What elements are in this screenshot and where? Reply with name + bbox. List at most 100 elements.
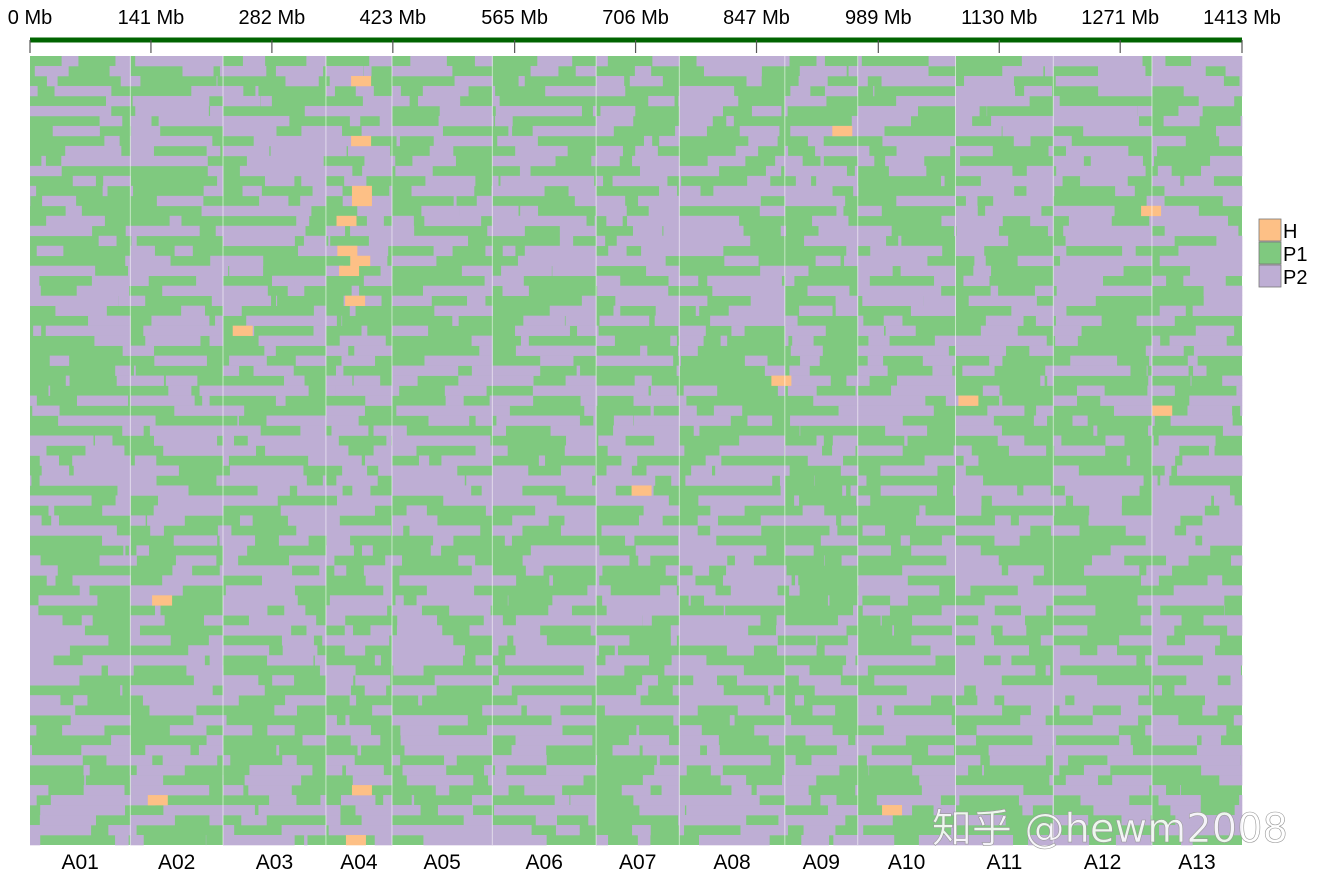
cell-P2 (790, 85, 811, 97)
cell-P2 (391, 825, 493, 836)
cell-P2 (46, 75, 58, 87)
cell-P2 (492, 365, 541, 376)
cell-P2 (222, 125, 277, 137)
cell-P2 (399, 575, 493, 586)
cell-P2 (862, 525, 886, 536)
cell-P2 (130, 635, 171, 646)
cell-P2 (815, 255, 841, 267)
cell-P2 (73, 695, 88, 706)
cell-P2 (555, 825, 580, 836)
cell-P2 (576, 365, 581, 376)
cell-P2 (469, 625, 493, 636)
cell-P2 (710, 765, 723, 776)
cell-H (771, 375, 792, 386)
cell-P2 (1020, 605, 1047, 616)
cell-P2 (1088, 515, 1153, 526)
cell-P2 (322, 635, 327, 646)
cell-P2 (328, 825, 393, 836)
cell-P2 (1145, 535, 1153, 546)
cell-P2 (955, 445, 972, 456)
cell-P2 (1185, 635, 1220, 646)
cell-P2 (795, 575, 799, 586)
cell-P2 (836, 745, 859, 756)
cell-P2 (492, 825, 532, 836)
cell-P2 (955, 625, 992, 636)
cell-P2 (1207, 575, 1223, 586)
cell-P2 (201, 205, 224, 217)
cell-P2 (222, 755, 231, 766)
cell-P2 (1146, 195, 1153, 207)
cell-P2 (955, 605, 995, 616)
cell-P2 (270, 145, 327, 157)
cell-P2 (976, 725, 1054, 736)
cell-P2 (597, 285, 669, 296)
cell-P2 (46, 215, 105, 227)
cell-P2 (481, 485, 493, 496)
cell-P2 (1151, 655, 1158, 666)
cell-P2 (654, 765, 680, 776)
cell-P2 (83, 785, 125, 796)
cell-P2 (30, 185, 37, 197)
cell-P2 (1239, 795, 1243, 806)
cell-P2 (128, 545, 131, 556)
cell-P2 (606, 605, 680, 616)
cell-P2 (1178, 245, 1243, 257)
cell-P2 (379, 115, 393, 127)
cell-P2 (433, 245, 453, 257)
cell-P2 (606, 215, 623, 227)
cell-P2 (885, 155, 925, 167)
cell-P2 (858, 56, 862, 67)
cell-P2 (1055, 335, 1078, 346)
cell-P2 (857, 275, 870, 287)
cell-P2 (76, 285, 130, 296)
cell-P2 (801, 835, 830, 846)
cell-P2 (30, 665, 102, 676)
cell-P2 (679, 635, 778, 646)
cell-P2 (1151, 215, 1229, 227)
cell-P2 (596, 235, 606, 247)
cell-P2 (747, 175, 771, 187)
cell-P2 (842, 485, 847, 496)
cell-P2 (679, 755, 771, 766)
cell-P2 (596, 56, 608, 67)
cell-P2 (744, 355, 768, 366)
cell-P2 (856, 495, 859, 506)
cell-P2 (842, 665, 859, 676)
cell-P2 (504, 535, 512, 546)
cell-P2 (784, 465, 790, 476)
cell-P2 (48, 505, 55, 516)
cell-P2 (1205, 695, 1243, 706)
cell-P2 (492, 205, 519, 217)
cell-P2 (474, 56, 493, 67)
chrom-label-A09: A09 (803, 851, 840, 874)
cell-P2 (656, 755, 660, 766)
cell-P2 (1151, 445, 1180, 456)
cell-P2 (1148, 375, 1153, 386)
cell-P2 (1028, 835, 1054, 846)
chrom-block-A10 (857, 56, 956, 846)
cell-P2 (1055, 315, 1102, 326)
cell-P2 (1018, 515, 1054, 526)
cell-P2 (391, 635, 454, 646)
cell-P2 (1151, 785, 1167, 796)
cell-P2 (30, 635, 109, 646)
cell-P2 (515, 325, 570, 336)
cell-P2 (857, 225, 892, 237)
cell-P2 (841, 555, 859, 566)
cell-P2 (857, 445, 903, 456)
cell-P2 (648, 205, 680, 217)
cell-P2 (776, 625, 786, 636)
axis-tick-label: 706 Mb (602, 7, 669, 29)
cell-P2 (548, 605, 572, 616)
cell-P2 (632, 825, 651, 836)
cell-P2 (1020, 715, 1046, 726)
cell-P2 (764, 365, 786, 376)
cell-P2 (1053, 395, 1078, 406)
cell-P2 (1219, 505, 1243, 516)
cell-P2 (596, 395, 598, 406)
cell-P2 (1053, 655, 1137, 666)
cell-P2 (715, 465, 786, 476)
cell-P2 (1053, 675, 1098, 686)
cell-P2 (902, 565, 956, 576)
